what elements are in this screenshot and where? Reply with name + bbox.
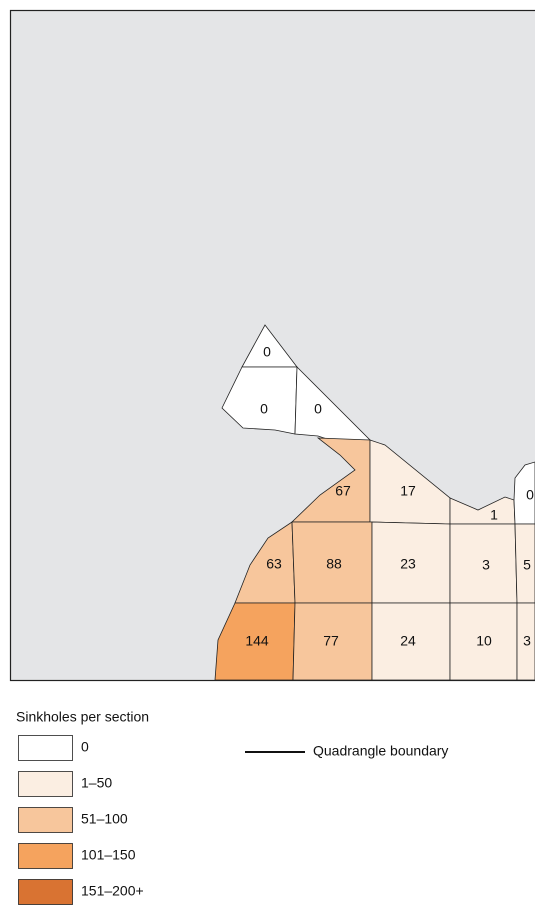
section-label: 1 [490,507,498,523]
section-label: 24 [400,633,416,649]
section-label: 67 [335,483,351,499]
legend-swatch [19,844,73,869]
legend-label: 1–50 [81,775,112,791]
section-label: 144 [245,633,269,649]
legend-swatch [19,736,73,761]
legend-title: Sinkholes per section [16,709,149,725]
legend-label: 151–200+ [81,883,144,899]
section-label: 77 [323,633,339,649]
legend-swatch [19,772,73,797]
legend: 0 1–50 51–100 101–150 151–200+ [19,736,144,905]
section-label: 63 [266,556,282,572]
section-label: 0 [314,401,322,417]
section-label: 17 [400,483,416,499]
section-label: 3 [523,633,531,649]
boundary-label: Quadrangle boundary [313,743,448,759]
legend-label: 51–100 [81,811,128,827]
legend-label: 0 [81,739,89,755]
section-label: 0 [260,401,268,417]
section-label: 88 [326,556,342,572]
section-label: 0 [263,344,271,360]
legend-swatch [19,808,73,833]
section-label: 23 [400,556,416,572]
section-label: 5 [523,557,531,573]
legend-swatch [19,880,73,905]
section-label: 3 [482,557,490,573]
section-label: 0 [526,487,534,503]
legend-label: 101–150 [81,847,136,863]
section-label: 10 [476,633,492,649]
